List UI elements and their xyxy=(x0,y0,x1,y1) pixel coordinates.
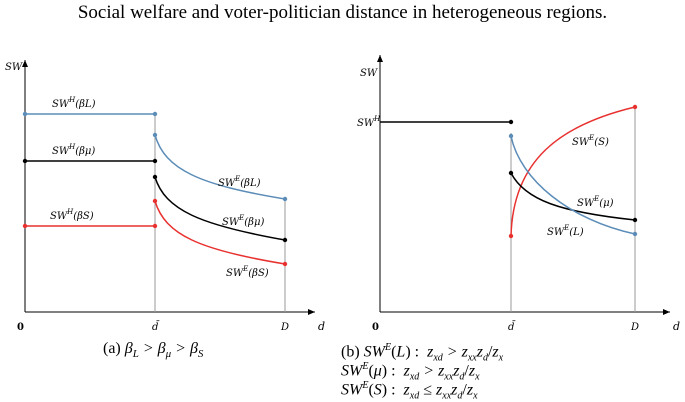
x-tick-0-b: 0 xyxy=(372,322,379,333)
sw-e-s-curve xyxy=(510,106,636,237)
sw-e-beta-mu-start xyxy=(152,174,158,180)
sw-h-beta-l-end xyxy=(152,111,158,117)
label-sw-e-beta-mu: SWE(βμ) xyxy=(222,214,264,228)
sw-e-s-end xyxy=(632,104,638,110)
label-sw-e-s: SWE(S) xyxy=(572,134,609,148)
sw-h-end-b xyxy=(508,119,514,125)
sw-h-beta-s-start xyxy=(22,223,28,229)
sw-e-beta-s-curve xyxy=(154,200,286,265)
label-sw-h-b: SWH xyxy=(357,115,381,129)
sw-h-beta-mu-start xyxy=(22,158,28,164)
x-axis-label-a: d xyxy=(318,320,325,333)
sw-e-beta-l-end xyxy=(282,196,288,202)
label-sw-h-beta-s: SWH(βS) xyxy=(50,208,94,222)
sw-e-beta-l-start xyxy=(152,132,158,138)
sw-e-mu-curve xyxy=(510,172,636,221)
sw-e-beta-mu-curve xyxy=(154,176,286,241)
sw-e-beta-l-curve xyxy=(154,134,286,200)
x-axis-arrow-a xyxy=(308,309,315,315)
figure-title: Social welfare and voter-politician dist… xyxy=(77,2,608,23)
sw-e-l-curve xyxy=(510,135,636,235)
caption-b-line1: (b) SWE(L) : zxd > zxxzd/zx xyxy=(341,342,504,364)
y-axis-label-a: SW xyxy=(5,62,23,73)
sw-e-mu-end xyxy=(632,217,638,223)
label-sw-h-beta-l: SWH(βL) xyxy=(52,96,96,110)
sw-h-beta-l-start xyxy=(22,111,28,117)
x-tick-D-b: D xyxy=(630,322,639,333)
label-sw-e-beta-l: SWE(βL) xyxy=(218,175,261,189)
sw-h-beta-mu-end xyxy=(152,158,158,164)
sw-e-s-start xyxy=(508,233,514,239)
sw-e-beta-mu-end xyxy=(282,237,288,243)
sw-e-beta-s-end xyxy=(282,261,288,267)
x-tick-0-a: 0 xyxy=(17,322,24,333)
sw-e-l-start xyxy=(508,133,514,139)
x-tick-dbar-b: d̄ xyxy=(508,321,516,333)
label-sw-e-beta-s: SWE(βS) xyxy=(226,265,269,279)
x-axis-label-b: d xyxy=(673,320,680,333)
caption-b-line2: SWE(μ) : zxd > zxxzd/zx xyxy=(341,361,480,383)
y-axis-arrow-b xyxy=(377,55,383,62)
y-axis-arrow-a xyxy=(22,60,28,67)
x-axis-arrow-b xyxy=(663,309,670,315)
label-sw-e-mu: SWE(μ) xyxy=(577,195,614,209)
label-sw-e-l: SWE(L) xyxy=(547,224,584,238)
sw-e-mu-start xyxy=(508,170,514,176)
sw-e-beta-s-start xyxy=(152,198,158,204)
sw-e-l-end xyxy=(632,231,638,237)
caption-a: (a) βL > βμ > βS xyxy=(103,340,204,361)
caption-b-line3: SWE(S) : zxd ≤ zxxzd/zx xyxy=(341,380,478,402)
label-sw-h-beta-mu: SWH(βμ) xyxy=(52,143,95,157)
x-tick-D-a: D xyxy=(280,322,289,333)
y-axis-label-b: SW xyxy=(360,68,378,79)
sw-h-beta-s-end xyxy=(152,223,158,229)
x-tick-dbar-a: d̄ xyxy=(152,321,160,333)
